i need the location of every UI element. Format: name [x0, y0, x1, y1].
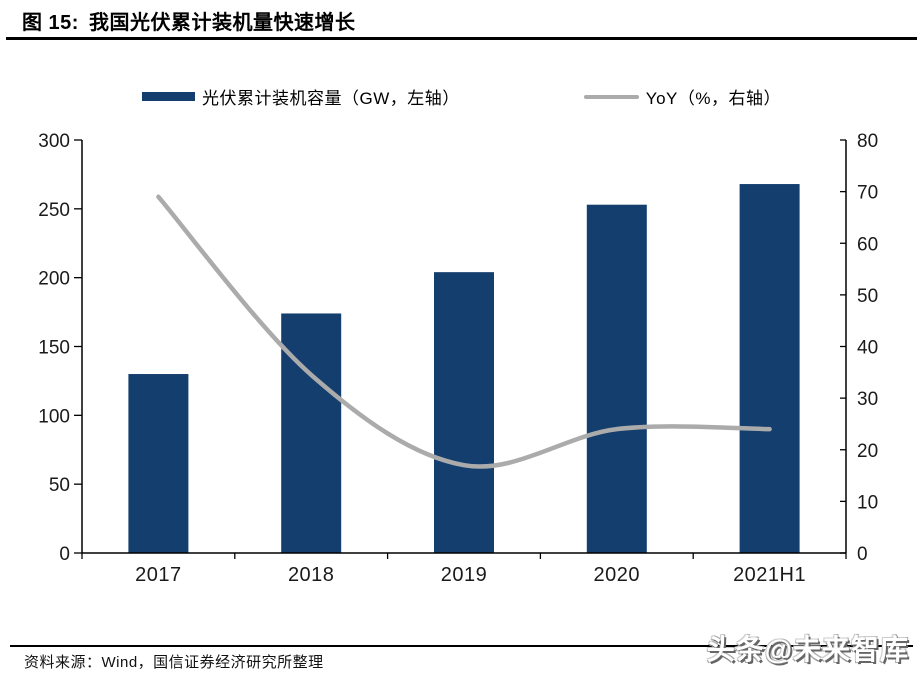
bar-2020 — [586, 204, 647, 553]
bottom-divider — [10, 645, 913, 647]
right-axis-tick-label: 70 — [857, 183, 878, 204]
left-axis-tick-label: 150 — [38, 338, 70, 359]
chart-legend: 光伏累计装机容量（GW，左轴） YoY（%，右轴） — [0, 84, 923, 109]
yoy-line — [156, 194, 772, 469]
bar-2019 — [434, 272, 494, 553]
left-axis-tick-label: 200 — [38, 269, 70, 290]
right-axis-tick-label: 0 — [857, 544, 868, 565]
title-divider — [6, 37, 917, 40]
right-axis-tick-label: 80 — [857, 131, 878, 152]
x-axis-tick-label: 2019 — [441, 564, 488, 586]
right-axis-tick-label: 30 — [857, 389, 878, 410]
left-axis-tick-label: 100 — [38, 406, 70, 427]
left-axis-tick-label: 50 — [49, 475, 70, 496]
x-axis-tick-label: 2020 — [594, 564, 641, 586]
right-axis-tick-label: 10 — [857, 492, 878, 513]
watermark-text: 头条@未来智库 — [706, 634, 909, 665]
figure-title-row: 图 15: 我国光伏累计装机量快速增长 — [22, 6, 355, 35]
right-axis-tick-label: 50 — [857, 286, 878, 307]
line-legend-label: YoY（%，右轴） — [645, 89, 781, 108]
legend-item-bar: 光伏累计装机容量（GW，左轴） — [142, 84, 460, 109]
left-axis-tick-label: 250 — [38, 200, 70, 221]
right-axis-tick-label: 40 — [857, 338, 878, 359]
bar-2021H1 — [739, 184, 800, 553]
bar-2018 — [281, 313, 342, 553]
left-axis-tick-label: 0 — [59, 544, 70, 565]
right-axis-tick-label: 60 — [857, 234, 878, 255]
figure-number-label: 图 15: — [22, 12, 79, 34]
line-legend-swatch — [583, 94, 639, 99]
figure-title: 我国光伏累计装机量快速增长 — [88, 12, 356, 34]
x-axis-tick-label: 2017 — [135, 564, 182, 586]
x-axis-tick-label: 2021H1 — [733, 564, 806, 586]
bar-legend-label: 光伏累计装机容量（GW，左轴） — [202, 89, 460, 108]
x-axis-tick-label: 2018 — [288, 564, 335, 586]
source-note: 资料来源：Wind，国信证券经济研究所整理 — [24, 654, 324, 671]
right-axis-tick-label: 20 — [857, 441, 878, 462]
legend-item-line: YoY（%，右轴） — [583, 84, 781, 109]
bar-legend-swatch — [142, 92, 196, 101]
bar-2017 — [128, 374, 189, 553]
left-axis-tick-label: 300 — [38, 131, 70, 152]
